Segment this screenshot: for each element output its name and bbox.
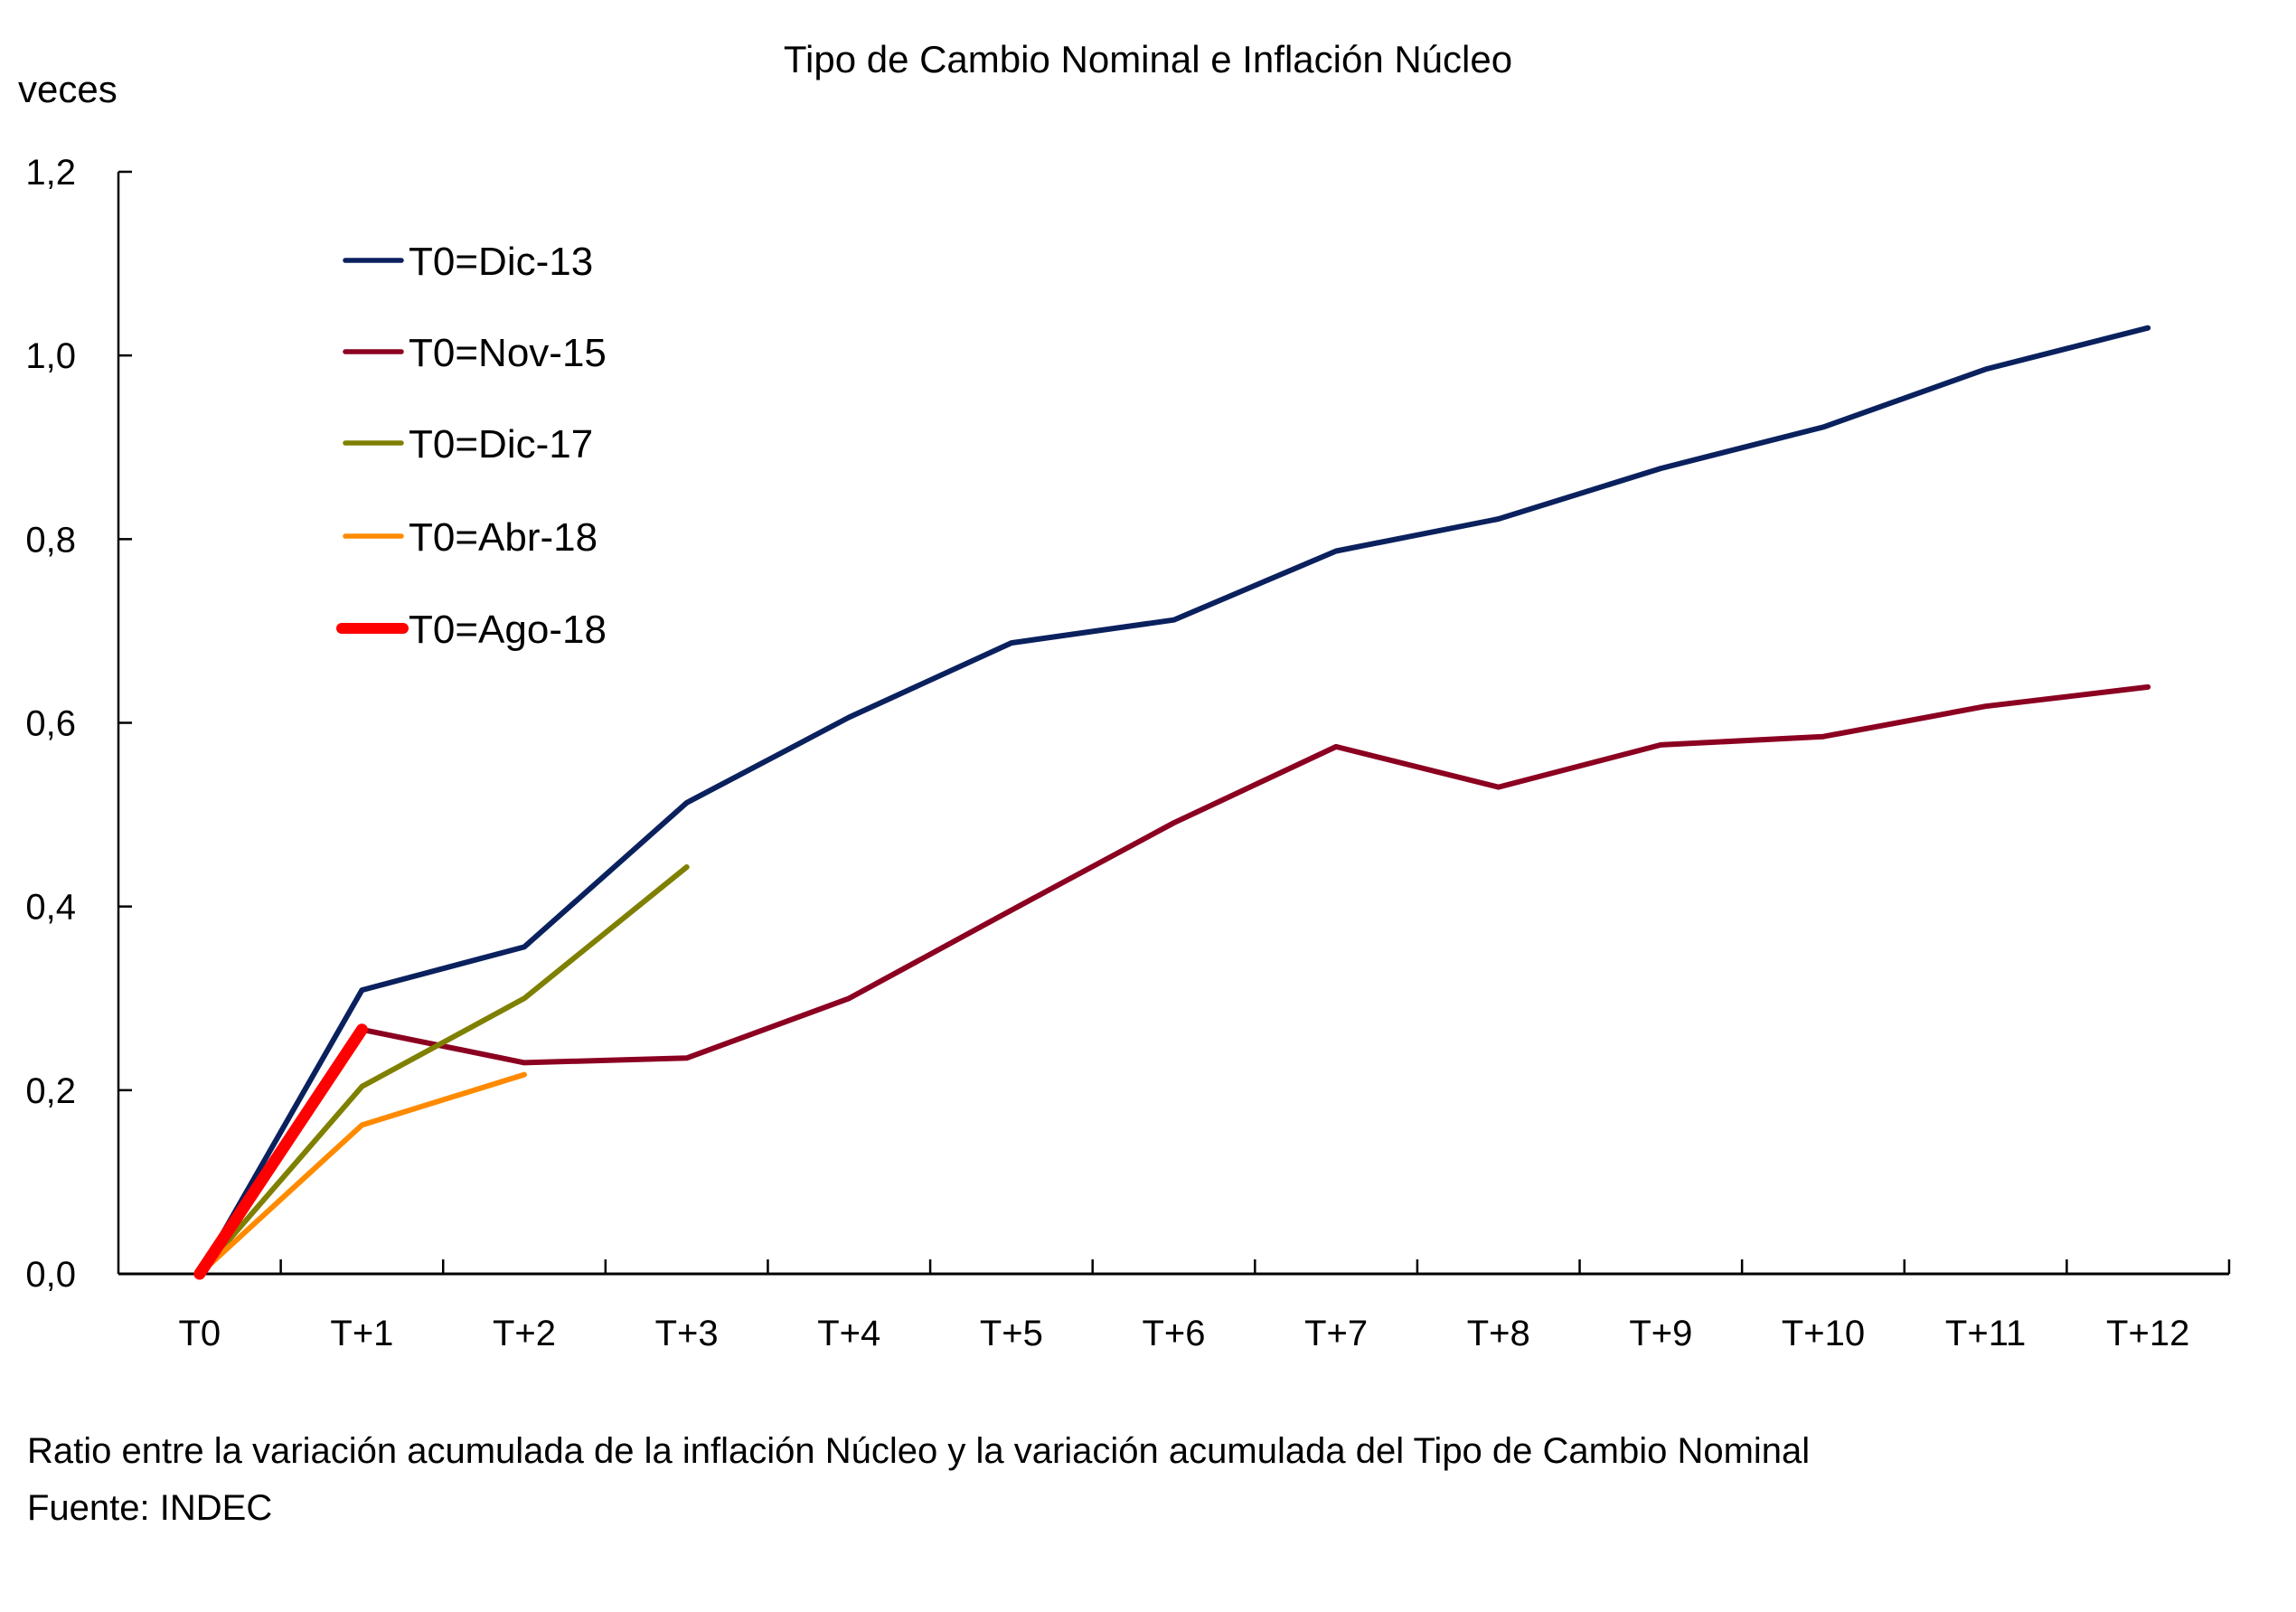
legend: T0=Dic-13 T0=Nov-15 T0=Dic-17 T0=Abr-18 T0=A… bbox=[336, 240, 607, 652]
x-tick-label: T+8 bbox=[1467, 1314, 1530, 1353]
series-line-t0-nov-15 bbox=[196, 683, 2151, 1277]
y-tick-label: 0,2 bbox=[25, 1071, 76, 1111]
legend-item-t0-dic-13: T0=Dic-13 bbox=[343, 240, 593, 284]
x-tick-label: T+5 bbox=[980, 1314, 1043, 1353]
x-tick-label: T+7 bbox=[1304, 1314, 1368, 1353]
legend-item-t0-dic-17: T0=Dic-17 bbox=[343, 422, 593, 467]
x-tick-label: T+2 bbox=[493, 1314, 556, 1353]
legend-item-t0-abr-18: T0=Abr-18 bbox=[343, 515, 598, 560]
series-lines bbox=[193, 325, 2151, 1280]
legend-label: T0=Abr-18 bbox=[409, 515, 598, 560]
chart-note: Ratio entre la variación acumulada de la… bbox=[27, 1431, 1811, 1471]
y-axis-label: veces bbox=[18, 68, 118, 110]
x-tick-label: T+11 bbox=[1945, 1314, 2026, 1353]
x-tick-label: T+10 bbox=[1782, 1314, 1865, 1353]
x-axis: T0 T+1 T+2 T+3 T+4 T+5 T+6 T+7 T+8 T+9 T+10 T+11 T+1… bbox=[118, 1259, 2231, 1353]
x-tick-label: T+6 bbox=[1142, 1314, 1205, 1353]
y-tick-label: 0,0 bbox=[25, 1255, 76, 1295]
legend-label: T0=Ago-18 bbox=[409, 608, 607, 652]
legend-label: T0=Dic-13 bbox=[409, 240, 593, 284]
x-tick-label: T+9 bbox=[1629, 1314, 1692, 1353]
legend-label: T0=Nov-15 bbox=[409, 331, 607, 375]
x-tick-label: T0 bbox=[178, 1314, 221, 1353]
legend-item-t0-nov-15: T0=Nov-15 bbox=[343, 331, 607, 375]
y-tick-label: 0,8 bbox=[25, 520, 76, 560]
series-line-t0-ago-18 bbox=[193, 1023, 368, 1280]
y-tick-label: 0,4 bbox=[25, 888, 76, 928]
x-tick-label: T+12 bbox=[2106, 1314, 2189, 1353]
series-line-t0-dic-17 bbox=[196, 864, 690, 1277]
legend-item-t0-ago-18: T0=Ago-18 bbox=[336, 608, 607, 652]
x-tick-label: T+1 bbox=[330, 1314, 393, 1353]
series-line-t0-dic-13 bbox=[196, 325, 2151, 1277]
x-tick-label: T+3 bbox=[655, 1314, 719, 1353]
x-tick-label: T+4 bbox=[817, 1314, 880, 1353]
chart-source: Fuente: INDEC bbox=[27, 1488, 273, 1528]
y-tick-label: 1,2 bbox=[25, 153, 76, 193]
y-tick-label: 1,0 bbox=[25, 336, 76, 376]
y-tick-label: 0,6 bbox=[25, 704, 76, 744]
chart-title: Tipo de Cambio Nominal e Inflación Núcle… bbox=[784, 38, 1512, 80]
series-line-t0-abr-18 bbox=[196, 1071, 527, 1277]
legend-label: T0=Dic-17 bbox=[409, 422, 593, 467]
y-axis: 0,0 0,2 0,4 0,6 0,8 1,0 1,2 bbox=[25, 153, 132, 1295]
